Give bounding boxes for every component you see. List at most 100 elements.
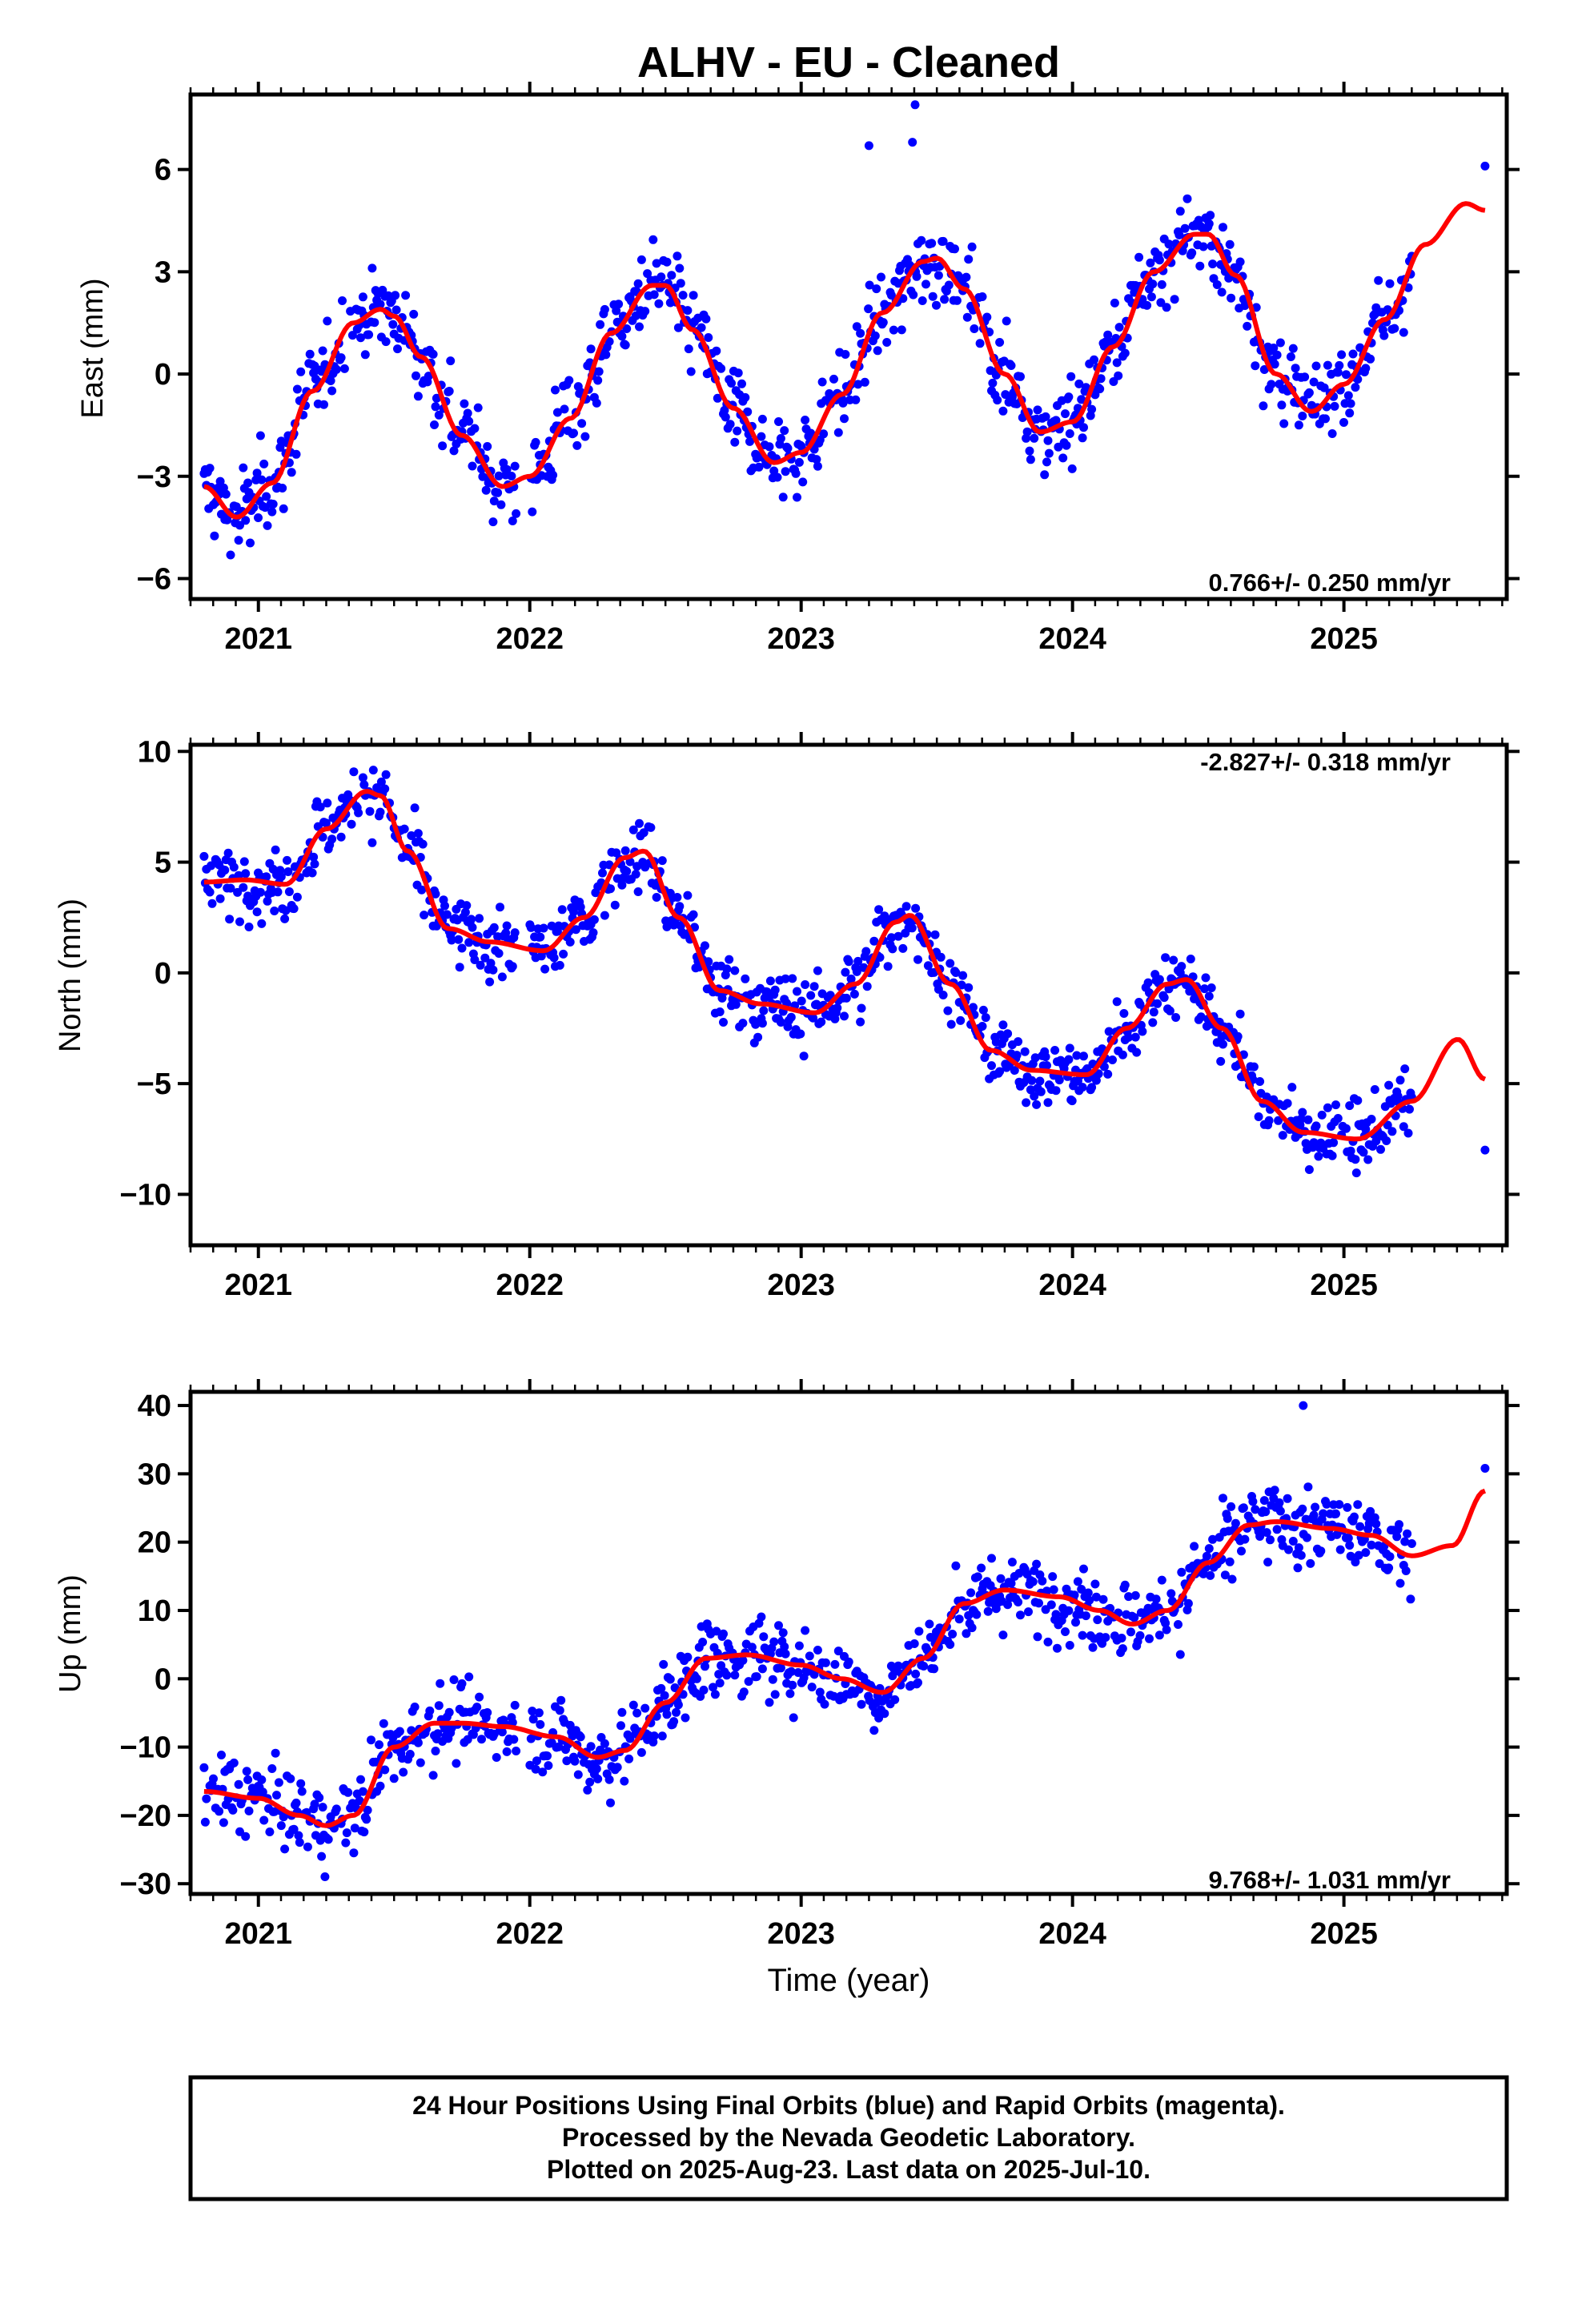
up-data-point — [909, 1639, 919, 1648]
north-data-point — [809, 982, 819, 991]
up-data-point — [457, 1679, 467, 1688]
east-data-point — [1199, 242, 1208, 251]
north-data-point — [502, 921, 512, 931]
east-data-point — [812, 455, 821, 464]
up-data-point — [555, 1706, 564, 1715]
east-data-point — [781, 467, 790, 476]
east-data-point — [1087, 404, 1097, 414]
north-data-point — [943, 1006, 953, 1015]
north-data-point — [536, 932, 545, 942]
east-data-point — [944, 280, 954, 290]
north-data-point — [1032, 1100, 1042, 1109]
east-data-point — [1272, 350, 1282, 360]
up-data-point — [1091, 1592, 1101, 1602]
up-data-point — [624, 1754, 634, 1763]
east-data-point — [998, 406, 1008, 416]
up-ytick-label: 0 — [155, 1663, 171, 1696]
north-data-point — [225, 915, 235, 924]
north-data-point — [1254, 1112, 1263, 1121]
east-data-point — [438, 441, 448, 451]
east-data-point — [291, 449, 301, 459]
east-data-point — [950, 244, 959, 254]
east-data-point — [205, 464, 215, 473]
north-data-point — [844, 957, 853, 967]
up-data-point — [431, 1747, 440, 1755]
up-data-point — [1403, 1529, 1412, 1538]
north-data-point — [284, 887, 294, 896]
up-data-point — [258, 1787, 267, 1797]
up-data-point — [672, 1707, 681, 1717]
up-data-point — [830, 1659, 840, 1669]
up-data-point — [271, 1748, 280, 1758]
up-data-point — [1367, 1540, 1376, 1550]
east-data-point — [1348, 349, 1358, 359]
east-data-point — [604, 337, 614, 346]
up-data-point — [1343, 1502, 1352, 1512]
east-data-point — [221, 489, 231, 499]
north-data-point — [958, 971, 968, 980]
east-data-point — [1043, 436, 1053, 445]
north-data-point — [576, 903, 585, 912]
up-data-point — [785, 1689, 795, 1699]
east-data-point — [908, 138, 917, 147]
north-data-point — [1384, 1080, 1394, 1090]
east-data-point — [791, 468, 801, 478]
east-ytick-label: 3 — [155, 255, 171, 289]
east-data-point — [1042, 457, 1051, 467]
east-data-point — [483, 442, 492, 451]
up-data-point — [1208, 1534, 1218, 1544]
east-data-point — [1114, 323, 1124, 332]
up-data-point — [1283, 1494, 1292, 1503]
north-fit-curve — [203, 789, 1487, 1142]
east-data-point — [617, 332, 627, 341]
north-data-point — [841, 967, 850, 977]
north-data-point — [1399, 1122, 1408, 1132]
north-data-point — [809, 1013, 818, 1023]
north-data-point — [413, 829, 423, 838]
north-data-point — [235, 917, 244, 927]
east-data-point — [1217, 287, 1227, 297]
up-data-point — [768, 1675, 777, 1684]
east-data-point — [1025, 446, 1034, 456]
east-data-point — [552, 408, 562, 417]
east-data-point — [1235, 257, 1245, 267]
east-data-point — [882, 338, 892, 347]
east-data-point — [279, 504, 288, 513]
up-data-point — [1073, 1577, 1082, 1586]
up-data-point — [375, 1781, 385, 1791]
east-data-point — [235, 521, 244, 530]
north-xtick-label: 2023 — [767, 1269, 835, 1302]
north-data-point — [1065, 1043, 1074, 1053]
north-data-point — [886, 933, 896, 943]
north-data-point — [1149, 1007, 1158, 1017]
north-data-point — [911, 903, 921, 913]
north-data-point — [738, 1019, 748, 1028]
north-data-point — [1108, 1055, 1117, 1064]
footer-frame — [188, 2075, 1509, 2201]
up-data-point — [583, 1785, 592, 1795]
up-data-point — [243, 1775, 253, 1784]
north-data-point — [262, 872, 271, 882]
north-data-point — [1169, 955, 1178, 965]
north-data-point — [1094, 1069, 1103, 1079]
up-data-point — [323, 1835, 333, 1844]
north-data-point — [1287, 1083, 1297, 1092]
east-data-point — [841, 350, 850, 359]
east-data-point — [580, 432, 590, 441]
north-data-point — [869, 936, 879, 946]
up-data-point — [712, 1626, 721, 1636]
north-data-point — [1359, 1148, 1368, 1157]
up-data-point — [1392, 1532, 1402, 1542]
north-data-point — [730, 966, 740, 975]
up-data-point — [1024, 1607, 1033, 1617]
up-data-point — [1303, 1533, 1311, 1542]
east-data-point — [1270, 360, 1279, 369]
north-data-point — [1054, 1076, 1064, 1085]
east-data-point — [733, 368, 743, 378]
north-data-point — [1030, 1092, 1039, 1101]
east-data-point — [347, 331, 357, 340]
north-data-point — [486, 959, 496, 968]
up-data-point — [669, 1717, 679, 1727]
east-data-point — [1259, 401, 1268, 411]
east-data-point — [1002, 316, 1011, 326]
